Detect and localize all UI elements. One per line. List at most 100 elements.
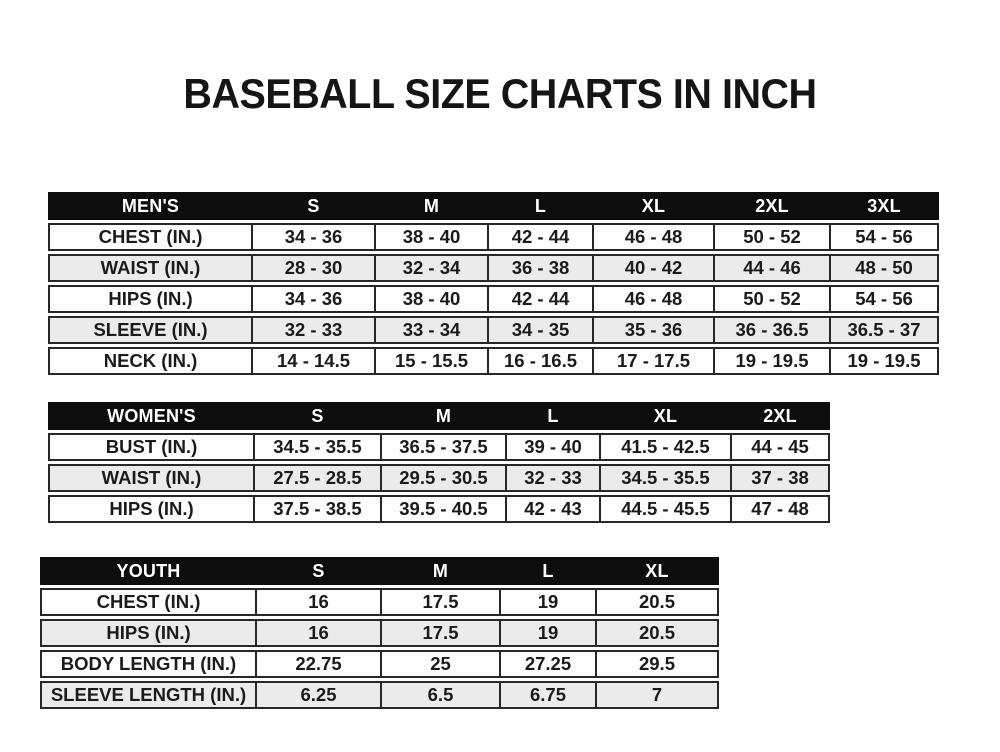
row-label: SLEEVE (IN.) [48,316,251,344]
row-label: HIPS (IN.) [48,495,253,523]
size-value-cell: 29.5 [595,650,719,678]
column-header-m: M [374,192,487,220]
youth-header-row: YOUTH S M L XL [40,557,719,585]
size-value-cell: 19 [499,619,595,647]
size-value-cell: 17.5 [380,588,499,616]
table-row: SLEEVE (IN.) 32 - 33 33 - 34 34 - 35 35 - 36… [48,316,939,344]
size-value-cell: 36 - 38 [487,254,592,282]
size-value-cell: 32 - 33 [251,316,374,344]
size-value-cell: 54 - 56 [829,223,939,251]
table-row: WAIST (IN.) 28 - 30 32 - 34 36 - 38 40 - 42 4… [48,254,939,282]
size-value-cell: 25 [380,650,499,678]
column-header-s: S [255,557,380,585]
row-label: CHEST (IN.) [40,588,255,616]
size-value-cell: 32 - 34 [374,254,487,282]
youth-group-header: YOUTH [40,557,255,585]
size-value-cell: 50 - 52 [713,223,829,251]
size-value-cell: 34 - 36 [251,223,374,251]
size-value-cell: 27.25 [499,650,595,678]
column-header-2xl: 2XL [730,402,830,430]
table-row: WAIST (IN.) 27.5 - 28.5 29.5 - 30.5 32 - 33… [48,464,830,492]
size-value-cell: 19 - 19.5 [829,347,939,375]
size-value-cell: 42 - 43 [505,495,599,523]
row-label: WAIST (IN.) [48,464,253,492]
size-value-cell: 39 - 40 [505,433,599,461]
column-header-s: S [251,192,374,220]
size-value-cell: 34.5 - 35.5 [599,464,730,492]
column-header-xl: XL [592,192,713,220]
column-header-xl: XL [595,557,719,585]
column-header-m: M [380,557,499,585]
size-value-cell: 14 - 14.5 [251,347,374,375]
table-row: BUST (IN.) 34.5 - 35.5 36.5 - 37.5 39 - 40 4… [48,433,830,461]
size-value-cell: 48 - 50 [829,254,939,282]
table-row: CHEST (IN.) 16 17.5 19 20.5 [40,588,719,616]
size-value-cell: 17.5 [380,619,499,647]
size-value-cell: 38 - 40 [374,285,487,313]
size-value-cell: 54 - 56 [829,285,939,313]
youth-table-header: YOUTH S M L XL [40,557,719,585]
size-value-cell: 36.5 - 37 [829,316,939,344]
size-value-cell: 28 - 30 [251,254,374,282]
size-value-cell: 22.75 [255,650,380,678]
size-value-cell: 46 - 48 [592,285,713,313]
table-row: NECK (IN.) 14 - 14.5 15 - 15.5 16 - 16.5 17 … [48,347,939,375]
size-value-cell: 38 - 40 [374,223,487,251]
size-value-cell: 41.5 - 42.5 [599,433,730,461]
size-value-cell: 19 - 19.5 [713,347,829,375]
size-value-cell: 44 - 46 [713,254,829,282]
size-value-cell: 42 - 44 [487,223,592,251]
size-value-cell: 6.5 [380,681,499,709]
row-label: HIPS (IN.) [40,619,255,647]
size-value-cell: 40 - 42 [592,254,713,282]
column-header-s: S [253,402,380,430]
size-value-cell: 16 [255,588,380,616]
size-value-cell: 36 - 36.5 [713,316,829,344]
size-value-cell: 37.5 - 38.5 [253,495,380,523]
column-header-xl: XL [599,402,730,430]
column-header-2xl: 2XL [713,192,829,220]
row-label: HIPS (IN.) [48,285,251,313]
table-row: BODY LENGTH (IN.) 22.75 25 27.25 29.5 [40,650,719,678]
size-value-cell: 39.5 - 40.5 [380,495,505,523]
womens-group-header: WOMEN'S [48,402,253,430]
mens-size-table: MEN'S S M L XL 2XL 3XL CHEST (IN.) 34 - 36 38 - … [48,189,939,378]
row-label: NECK (IN.) [48,347,251,375]
column-header-m: M [380,402,505,430]
size-value-cell: 44 - 45 [730,433,830,461]
page-title: BASEBALL SIZE CHARTS IN INCH [183,70,817,117]
size-value-cell: 42 - 44 [487,285,592,313]
mens-table-body: CHEST (IN.) 34 - 36 38 - 40 42 - 44 46 - 48 5… [48,223,939,375]
size-value-cell: 46 - 48 [592,223,713,251]
row-label: SLEEVE LENGTH (IN.) [40,681,255,709]
size-value-cell: 7 [595,681,719,709]
row-label: BODY LENGTH (IN.) [40,650,255,678]
youth-size-table: YOUTH S M L XL CHEST (IN.) 16 17.5 19 20.5 HIPS (… [40,554,719,712]
mens-header-row: MEN'S S M L XL 2XL 3XL [48,192,939,220]
table-row: HIPS (IN.) 37.5 - 38.5 39.5 - 40.5 42 - 43 4… [48,495,830,523]
size-value-cell: 17 - 17.5 [592,347,713,375]
column-header-l: L [499,557,595,585]
size-value-cell: 6.25 [255,681,380,709]
size-value-cell: 44.5 - 45.5 [599,495,730,523]
size-value-cell: 19 [499,588,595,616]
row-label: WAIST (IN.) [48,254,251,282]
size-value-cell: 16 [255,619,380,647]
womens-header-row: WOMEN'S S M L XL 2XL [48,402,830,430]
size-value-cell: 29.5 - 30.5 [380,464,505,492]
size-value-cell: 50 - 52 [713,285,829,313]
womens-table-header: WOMEN'S S M L XL 2XL [48,402,830,430]
mens-group-header: MEN'S [48,192,251,220]
size-value-cell: 15 - 15.5 [374,347,487,375]
table-row: HIPS (IN.) 16 17.5 19 20.5 [40,619,719,647]
size-value-cell: 34 - 35 [487,316,592,344]
table-row: SLEEVE LENGTH (IN.) 6.25 6.5 6.75 7 [40,681,719,709]
column-header-l: L [487,192,592,220]
size-value-cell: 33 - 34 [374,316,487,344]
womens-size-table: WOMEN'S S M L XL 2XL BUST (IN.) 34.5 - 35.5 36.… [48,399,830,526]
size-value-cell: 32 - 33 [505,464,599,492]
size-value-cell: 36.5 - 37.5 [380,433,505,461]
womens-table-body: BUST (IN.) 34.5 - 35.5 36.5 - 37.5 39 - 40 4… [48,433,830,523]
size-value-cell: 37 - 38 [730,464,830,492]
size-value-cell: 47 - 48 [730,495,830,523]
